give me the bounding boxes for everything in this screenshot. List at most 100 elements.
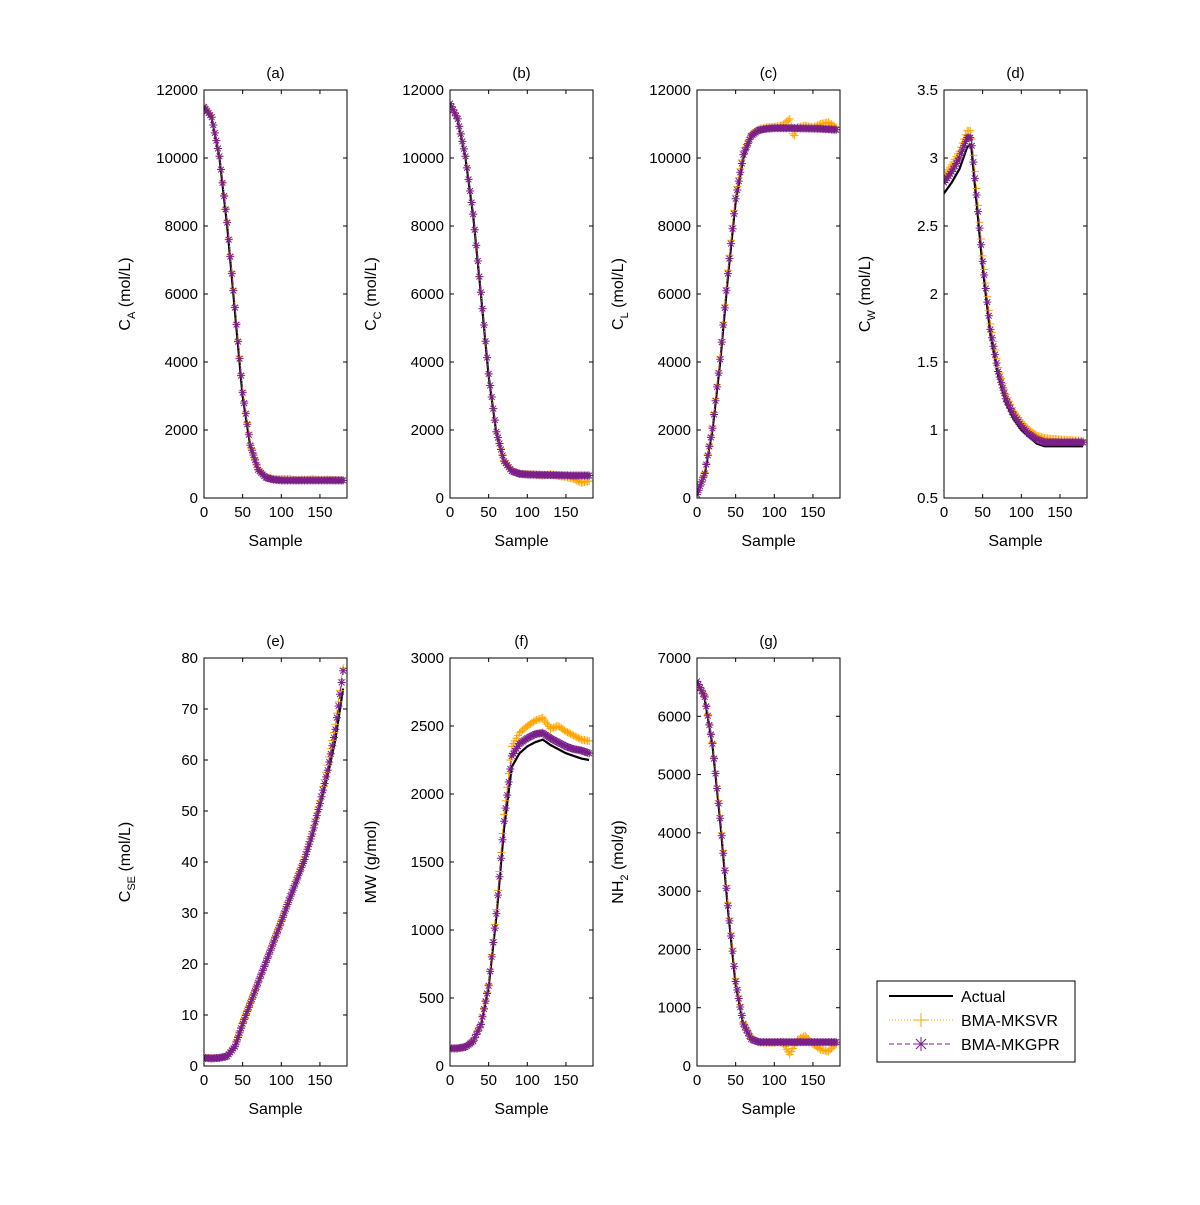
y-tick-label: 4000 [411,354,444,371]
data-point-gpr [981,284,990,293]
y-axis-label-unit: (mol/L) [363,257,380,311]
data-point-gpr [452,111,461,120]
x-tick-label: 0 [200,1072,208,1089]
data-point-gpr [336,690,345,699]
data-point-gpr [326,749,335,758]
data-point-gpr [697,477,706,486]
data-point-gpr [733,185,742,194]
y-tick-label: 3.5 [917,82,938,99]
data-point-gpr [747,1035,756,1044]
data-point-gpr [232,320,241,329]
data-point-gpr [490,416,499,425]
data-point-gpr [209,121,218,130]
data-point-svr [503,783,512,792]
data-point-gpr [512,744,521,753]
data-point-gpr [742,1026,751,1035]
data-point-gpr [960,141,969,150]
data-point-gpr [237,371,246,380]
data-point-gpr [470,225,479,234]
data-point-gpr [1079,438,1087,447]
data-point-gpr [473,1027,482,1036]
data-point-gpr [742,143,751,152]
data-point-gpr [507,751,516,760]
data-point-gpr [551,736,560,745]
data-point-gpr [238,1019,247,1028]
data-point-gpr [1032,435,1041,444]
panel-e: 0 50 100 150 0 10 20 30 40 50 60 70 80 (e) Sample CSE (… [117,633,348,1118]
y-tick-label: 6000 [411,286,444,303]
y-tick-label: 4000 [658,825,691,842]
data-point-gpr [580,747,589,756]
data-point-gpr [711,396,720,405]
data-point-gpr [717,831,726,840]
y-tick-label: 20 [181,956,198,973]
y-axis-label-subscript: W [866,310,878,321]
y-tick-label: 40 [181,854,198,871]
y-tick-label: 2000 [658,422,691,439]
data-point-gpr [722,286,731,295]
y-axis-label-subscript: C [372,311,384,319]
data-point-gpr [337,678,346,687]
data-point-gpr [506,764,515,773]
panel-title: (c) [760,65,778,82]
y-tick-label: 30 [181,905,198,922]
data-point-svr [204,101,208,110]
data-point-gpr [472,1030,481,1039]
data-point-gpr [241,409,250,418]
axes-frame [696,657,841,1067]
data-point-gpr [487,393,496,402]
data-point-gpr [708,739,717,748]
data-point-gpr [514,469,523,478]
data-point-gpr [339,476,347,485]
y-tick-label: 500 [419,990,444,1007]
data-point-gpr [509,749,518,758]
x-tick-label: 0 [693,504,701,521]
data-point-gpr [481,337,490,346]
data-point-gpr [241,1011,250,1020]
data-point-gpr [498,835,507,844]
series-markers-gpr [697,677,840,1047]
data-point-gpr [450,105,458,114]
y-tick-label: 10000 [402,150,444,167]
y-tick-label: 1500 [411,854,444,871]
data-point-gpr [207,113,216,122]
y-axis-label: CL (mol/L) [610,258,631,330]
data-point-gpr [750,1036,759,1045]
x-tick-label: 100 [515,504,540,521]
x-tick-label: 150 [553,1072,578,1089]
data-point-svr [585,736,593,745]
data-point-gpr [325,758,334,767]
y-tick-label: 5000 [658,767,691,784]
data-point-gpr [295,867,304,876]
data-point-gpr [723,901,732,910]
data-point-gpr [706,730,715,739]
data-point-gpr [992,359,1001,368]
data-point-gpr [243,420,252,429]
data-point-gpr [744,139,753,148]
data-point-gpr [466,186,475,195]
data-point-gpr [328,741,337,750]
data-point-gpr [950,162,959,171]
data-point-gpr [953,156,962,165]
data-point-gpr [578,747,587,756]
data-point-gpr [744,1029,753,1038]
x-tick-label: 100 [762,504,787,521]
y-axis-label-main: NH [610,881,627,904]
data-point-gpr [289,884,298,893]
data-point-gpr [493,891,502,900]
y-tick-label: 12000 [156,82,198,99]
x-tick-label: 100 [269,504,294,521]
data-point-gpr [247,995,256,1004]
data-point-gpr [714,369,723,378]
data-point-gpr [247,446,256,455]
plot-area-e [204,664,347,1063]
data-point-gpr [987,333,996,342]
data-point-gpr [300,855,309,864]
y-axis-label-subscript: SE [126,876,138,891]
x-axis-label: Sample [741,533,795,550]
data-point-gpr [489,404,498,413]
data-point-gpr [311,817,320,826]
data-point-gpr [720,303,729,312]
data-point-gpr [252,460,261,469]
data-point-gpr [560,741,569,750]
